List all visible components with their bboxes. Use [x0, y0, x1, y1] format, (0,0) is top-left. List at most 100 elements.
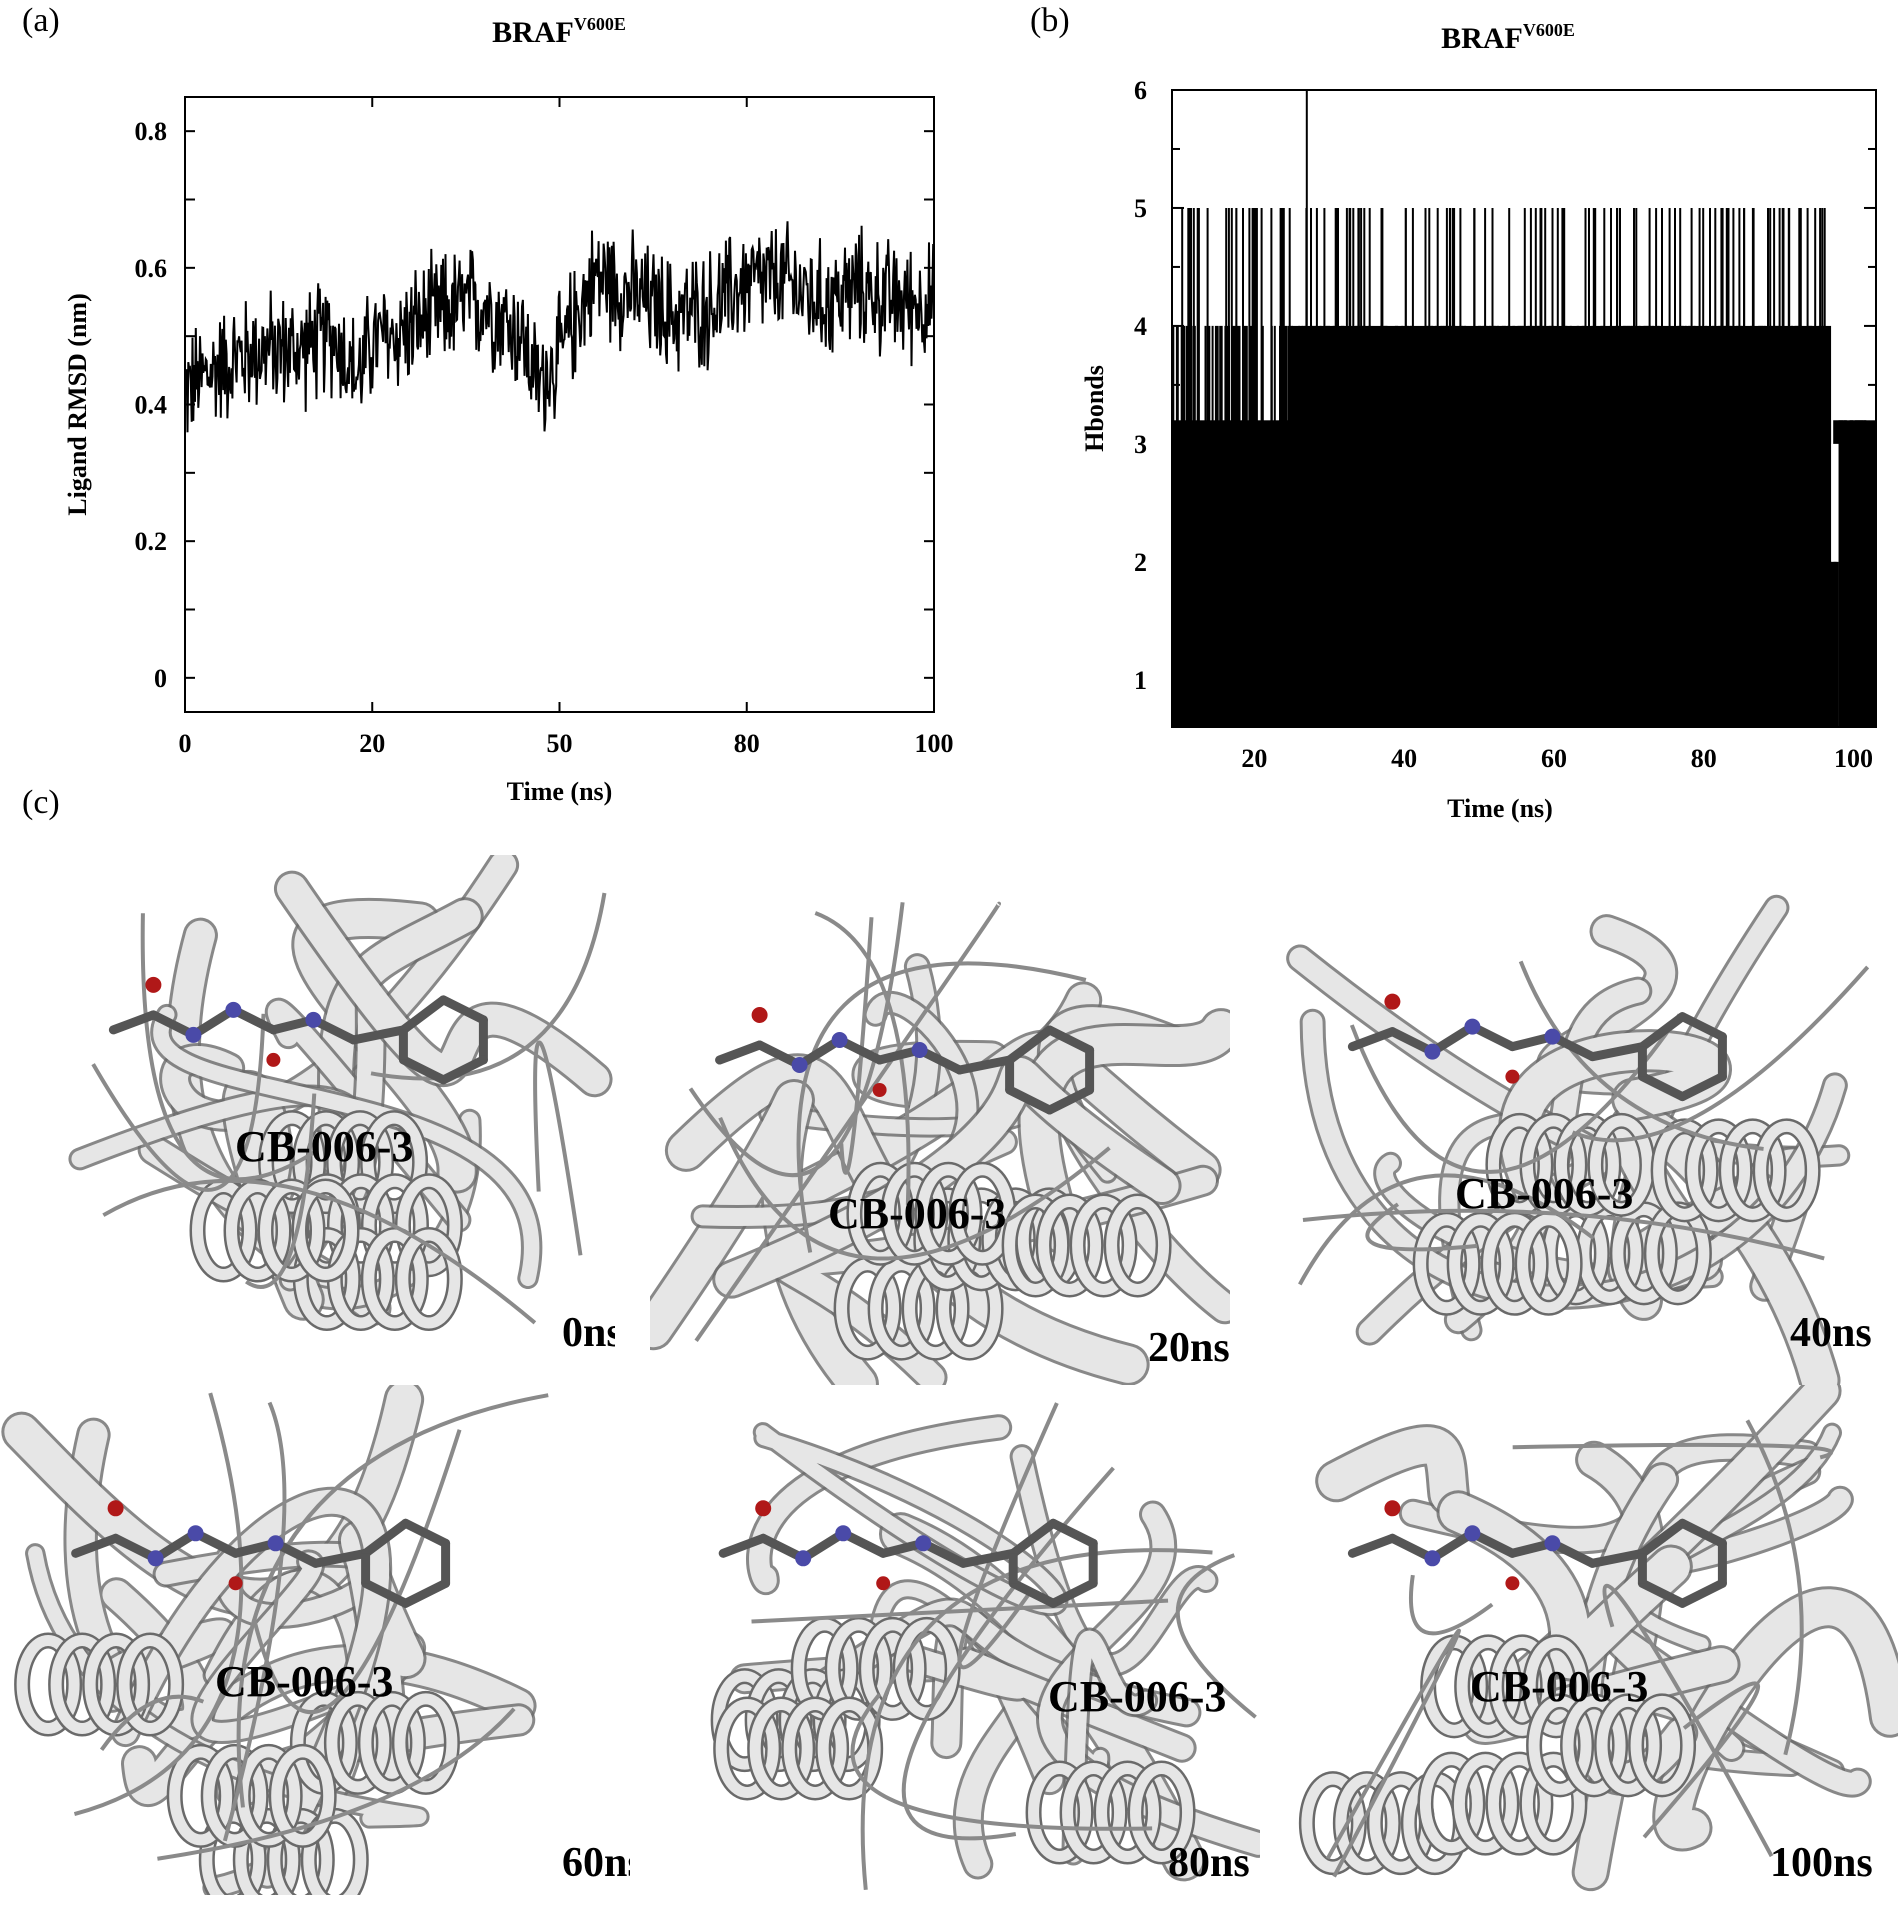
helix-turn — [226, 1181, 290, 1281]
helix-turn — [1487, 1754, 1551, 1854]
snapshot-panel: CB-006-3 60ns — [0, 1385, 630, 1895]
helix-turn — [836, 1259, 900, 1359]
ligand-bond — [1045, 1025, 1095, 1055]
ribbon — [1655, 1589, 1898, 1849]
loop — [1571, 965, 1870, 1143]
helix-turn — [916, 1164, 980, 1264]
helix-turn — [362, 1112, 426, 1212]
helix-turn — [363, 1229, 427, 1329]
helix-turn — [1106, 1195, 1170, 1295]
ligand-bond — [715, 1040, 765, 1065]
nitrogen-atom — [1464, 1525, 1481, 1542]
ribbon — [153, 1006, 540, 1287]
helix-turn — [397, 1175, 461, 1275]
ligand-bond — [398, 1055, 448, 1085]
nitrogen-atom — [791, 1057, 808, 1073]
oxygen-atom — [107, 1500, 124, 1517]
loop — [252, 1429, 462, 1715]
nitrogen-atom — [1464, 1018, 1481, 1035]
time-label: 80ns — [1168, 1840, 1250, 1886]
x-tick-label: 20 — [1241, 744, 1267, 773]
helix-turn — [817, 1698, 881, 1798]
ligand-label: CB-006-3 — [215, 1657, 394, 1706]
loop — [1602, 1583, 1774, 1858]
loop — [1408, 1574, 1494, 1636]
ligand-bond — [1048, 1518, 1098, 1548]
nitrogen-atom — [1544, 1535, 1561, 1552]
ligand-bond — [108, 1010, 158, 1035]
loop — [91, 1013, 266, 1192]
helix-turn — [1521, 1754, 1585, 1854]
helix-turn — [50, 1635, 114, 1735]
loop — [1518, 960, 1764, 1151]
helix-turn — [1038, 1195, 1102, 1295]
chart-b-frame — [1171, 89, 1877, 728]
loop — [1365, 1202, 1478, 1252]
protein-ribbon-render — [650, 901, 1230, 1385]
nitrogen-atom — [187, 1525, 204, 1542]
rmsd-trace — [184, 221, 935, 433]
panel-letter-a: (a) — [22, 2, 60, 39]
ligand-bond — [401, 1578, 451, 1608]
helix-turn — [271, 1746, 335, 1846]
ligand-bond — [1045, 1085, 1095, 1115]
helix-turn — [950, 1164, 1014, 1264]
protein-ribbon-render — [1298, 1385, 1898, 1892]
ligand-bond — [361, 1518, 411, 1558]
ligand-stick-model — [1347, 993, 1727, 1102]
ligand-bond — [1677, 1518, 1727, 1548]
loop — [73, 1392, 244, 1817]
ligand-bond — [1048, 1578, 1098, 1608]
ligand-bond — [311, 1548, 371, 1568]
x-axis-label: Time (ns) — [1447, 794, 1553, 823]
time-label: 20ns — [1148, 1325, 1230, 1371]
ligand-bond — [1587, 1042, 1647, 1062]
y-tick-label: 4 — [1134, 312, 1147, 341]
ligand-bond — [718, 1533, 768, 1558]
ligand-stick-model — [715, 1007, 1095, 1115]
ribbon — [1064, 1630, 1156, 1863]
nitrogen-atom — [915, 1535, 932, 1552]
y-tick-label: 2 — [1134, 548, 1147, 577]
y-tick-label: 0.8 — [135, 117, 168, 146]
loop — [796, 961, 1087, 1253]
ligand-bond — [438, 1055, 488, 1085]
loop — [1175, 1553, 1257, 1719]
oxygen-atom — [228, 1576, 243, 1591]
helix-turn — [1596, 1695, 1660, 1795]
x-tick-label: 60 — [1541, 744, 1567, 773]
ligand-bond — [1587, 1548, 1647, 1568]
helix-turn — [1456, 1636, 1520, 1736]
loop — [222, 1401, 287, 1842]
oxygen-atom — [876, 1576, 891, 1591]
protein-ribbon-render — [1286, 894, 1870, 1385]
y-tick-label: 3 — [1134, 430, 1147, 459]
protein-ribbon-render — [710, 1402, 1260, 1891]
ligand-bond — [71, 1533, 121, 1558]
snapshot-panel: CB-006-3 80ns — [650, 1385, 1260, 1895]
x-tick-label: 100 — [915, 729, 954, 758]
helix-turn — [328, 1112, 392, 1212]
nitrogen-atom — [1544, 1028, 1561, 1045]
ligand-bond — [1005, 1085, 1055, 1115]
loop — [1512, 1442, 1834, 1460]
loop — [957, 1402, 1059, 1670]
helix-turn — [1062, 1763, 1126, 1863]
helix-turn — [1490, 1636, 1554, 1736]
loop — [533, 1040, 583, 1256]
helix-turn — [1555, 1115, 1619, 1215]
ligand-bond — [958, 1548, 1018, 1568]
ribbon — [276, 873, 610, 1095]
ligand-stick-model — [1347, 1500, 1727, 1608]
ligand-label: CB-006-3 — [828, 1189, 1007, 1238]
ligand-bond — [401, 1518, 451, 1548]
loop — [102, 1178, 537, 1325]
helix-turn — [203, 1746, 267, 1846]
helix-turn — [1562, 1695, 1626, 1795]
y-tick-label: 0.2 — [135, 527, 168, 556]
snapshot-panel: CB-006-3 100ns — [1278, 1385, 1898, 1895]
x-axis-label: Time (ns) — [507, 777, 613, 806]
y-tick-label: 0.4 — [135, 391, 168, 420]
helix-turn — [1483, 1214, 1547, 1314]
nitrogen-atom — [911, 1042, 928, 1058]
